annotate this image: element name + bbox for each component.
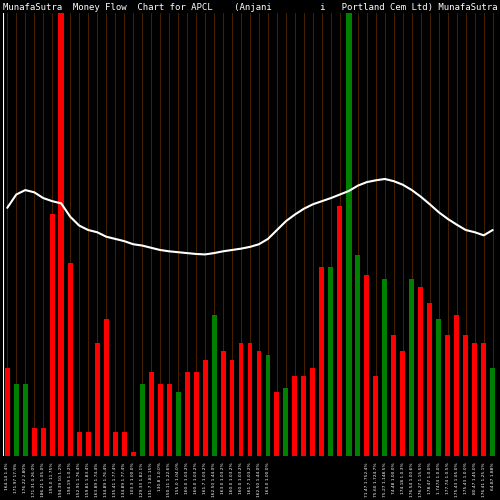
Bar [94,344,100,456]
Bar [58,12,64,456]
Bar [364,275,370,456]
Bar [112,432,117,456]
Bar [382,279,388,456]
Bar [68,262,72,456]
Bar [274,392,280,456]
Bar [256,352,262,457]
Bar [140,384,144,456]
Bar [320,266,324,456]
Bar [76,432,82,456]
Bar [454,315,459,456]
Bar [166,384,172,456]
Bar [418,287,424,456]
Bar [428,303,432,456]
Bar [436,319,442,456]
Bar [41,428,46,456]
Bar [284,388,288,456]
Bar [23,384,28,456]
Bar [130,452,136,456]
Bar [446,336,450,456]
Bar [176,392,180,456]
Bar [400,352,406,457]
Bar [202,360,207,456]
Bar [482,344,486,456]
Bar [464,336,468,456]
Bar [104,319,108,456]
Bar [230,360,234,456]
Bar [50,214,54,456]
Bar [346,12,352,456]
Bar [302,376,306,456]
Bar [410,279,414,456]
Bar [356,254,360,456]
Bar [238,344,244,456]
Bar [14,384,18,456]
Bar [266,356,270,456]
Bar [310,368,316,456]
Bar [248,344,252,456]
Bar [148,372,154,456]
Bar [194,372,198,456]
Bar [392,336,396,456]
Bar [472,344,477,456]
Bar [490,368,495,456]
Bar [5,368,10,456]
Bar [158,384,162,456]
Text: MunafaSutra  Money Flow  Chart for APCL    (Anjani         i   Portland Cem Ltd): MunafaSutra Money Flow Chart for APCL (A… [3,3,498,12]
Bar [220,352,226,457]
Bar [212,315,216,456]
Bar [184,372,190,456]
Bar [32,428,36,456]
Bar [374,376,378,456]
Bar [328,266,334,456]
Bar [122,432,126,456]
Bar [86,432,90,456]
Bar [292,376,298,456]
Bar [338,206,342,457]
